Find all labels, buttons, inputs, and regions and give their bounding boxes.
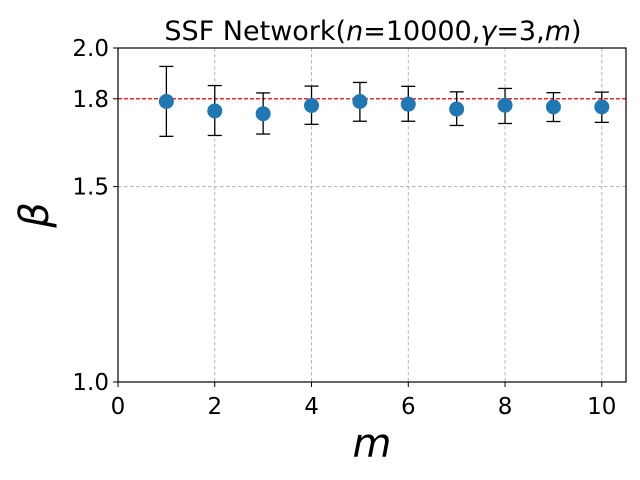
data-point	[449, 101, 465, 117]
x-tick-label: 0	[111, 394, 126, 420]
data-points	[158, 93, 610, 122]
data-point	[594, 99, 610, 115]
title-italic-part: γ	[480, 16, 498, 47]
title-part: SSF Network(	[164, 16, 346, 47]
title-italic-part: m	[545, 16, 571, 47]
x-tick-label: 10	[587, 394, 616, 420]
title-part: )	[571, 16, 582, 47]
x-tick-label: 8	[498, 394, 513, 420]
data-point	[497, 97, 513, 113]
x-axis-label: m	[353, 421, 392, 467]
data-point	[158, 93, 174, 109]
data-point	[352, 93, 368, 109]
title-italic-part: n	[346, 16, 363, 47]
x-tick-label: 6	[401, 394, 416, 420]
title-part: =10000,	[363, 16, 480, 47]
title-part: =3,	[496, 16, 544, 47]
data-point	[207, 103, 223, 119]
data-point	[304, 98, 320, 114]
grid	[117, 47, 626, 383]
error-bars	[159, 65, 609, 137]
x-tick-label: 4	[304, 394, 319, 420]
y-axis-label: β	[12, 202, 58, 229]
y-tick-label: 1.0	[72, 370, 109, 396]
axis-ticks: 0 2 4 6 8 10 1.0 1.5 1.8 2.0	[72, 36, 616, 420]
y-tick-label: 1.8	[72, 87, 109, 113]
plot-frame	[117, 47, 627, 383]
y-tick-label: 2.0	[72, 36, 109, 62]
chart-title: SSF Network(n=10000,γ=3,m)	[164, 16, 581, 47]
data-point	[400, 96, 416, 112]
data-point	[255, 106, 271, 122]
data-point	[545, 99, 561, 115]
y-tick-label: 1.5	[72, 175, 109, 201]
x-tick-label: 2	[207, 394, 222, 420]
